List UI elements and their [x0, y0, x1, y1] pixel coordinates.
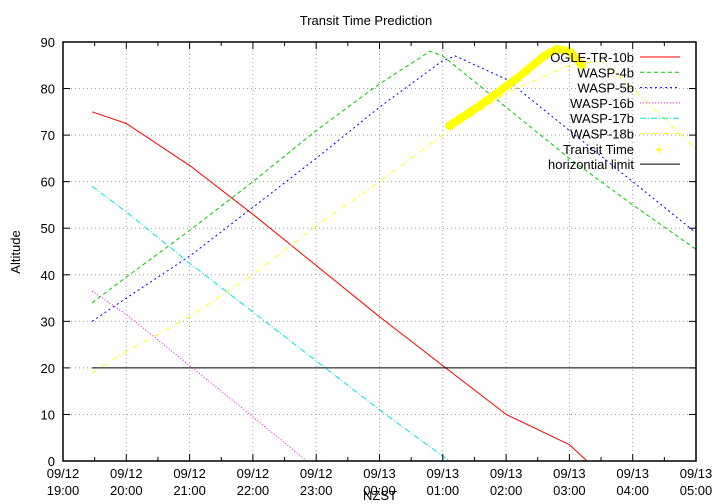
x-tick-time: 05:00 — [680, 483, 713, 498]
x-tick-date: 09/13 — [616, 466, 649, 481]
y-tick-label: 90 — [41, 35, 55, 50]
y-tick-label: 50 — [41, 221, 55, 236]
legend-label: WASP-4b — [577, 65, 634, 80]
chart-title: Transit Time Prediction — [300, 13, 432, 28]
x-tick-time: 19:00 — [47, 483, 80, 498]
y-tick-label: 20 — [41, 361, 55, 376]
y-axis-label: Altitude — [8, 230, 23, 273]
legend-label: WASP-5b — [577, 81, 634, 96]
series-wasp-4b — [91, 50, 697, 304]
y-tick-label: 10 — [41, 407, 55, 422]
x-tick-time: 23:00 — [300, 483, 333, 498]
legend-label: horizontial limit — [548, 157, 634, 172]
x-tick-date: 09/12 — [110, 466, 143, 481]
series-wasp-18b — [91, 60, 697, 373]
legend-label: WASP-17b — [570, 111, 634, 126]
x-tick-date: 09/13 — [427, 466, 460, 481]
legend-label: WASP-16b — [570, 96, 634, 111]
series-lines — [91, 45, 697, 462]
x-tick-time: 20:00 — [110, 483, 143, 498]
y-tick-label: 40 — [41, 268, 55, 283]
x-tick-time: 02:00 — [490, 483, 523, 498]
series-wasp-16b — [91, 290, 308, 462]
x-tick-time: 22:00 — [237, 483, 270, 498]
y-tick-label: 80 — [41, 82, 55, 97]
x-tick-date: 09/13 — [490, 466, 523, 481]
legend-label: Transit Time — [563, 142, 634, 157]
series-transit-time — [445, 45, 587, 130]
legend: OGLE-TR-10bWASP-4bWASP-5bWASP-16bWASP-17… — [548, 50, 680, 172]
y-tick-label: 0 — [48, 454, 55, 469]
x-tick-time: 21:00 — [173, 483, 206, 498]
x-tick-time: 00:00 — [363, 483, 396, 498]
x-tick-date: 09/13 — [680, 466, 713, 481]
x-axis-label: NZST — [363, 488, 397, 503]
series-ogle-tr-10b — [91, 111, 588, 462]
y-tick-label: 60 — [41, 175, 55, 190]
x-tick-date: 09/13 — [553, 466, 586, 481]
x-tick-date: 09/12 — [47, 466, 80, 481]
x-tick-time: 03:00 — [553, 483, 586, 498]
x-tick-date: 09/12 — [300, 466, 333, 481]
axis-ticks: 0 10 20 30 40 50 60 70 80 90 09/12 19:00 09/12 20:00 0… — [41, 35, 713, 498]
legend-marker-icon: + — [655, 143, 662, 157]
legend-label: WASP-18b — [570, 127, 634, 142]
y-tick-label: 70 — [41, 128, 55, 143]
x-tick-time: 01:00 — [427, 483, 460, 498]
x-tick-time: 04:00 — [616, 483, 649, 498]
x-tick-date: 09/12 — [173, 466, 206, 481]
series-wasp-17b — [91, 185, 450, 462]
y-tick-label: 30 — [41, 314, 55, 329]
x-tick-date: 09/13 — [363, 466, 396, 481]
x-tick-date: 09/12 — [237, 466, 270, 481]
series-wasp-5b — [91, 55, 697, 322]
legend-label: OGLE-TR-10b — [550, 50, 634, 65]
